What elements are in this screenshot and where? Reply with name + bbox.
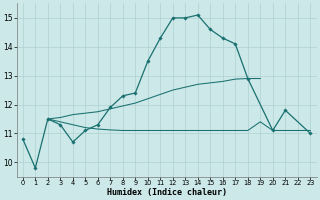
X-axis label: Humidex (Indice chaleur): Humidex (Indice chaleur) <box>107 188 227 197</box>
